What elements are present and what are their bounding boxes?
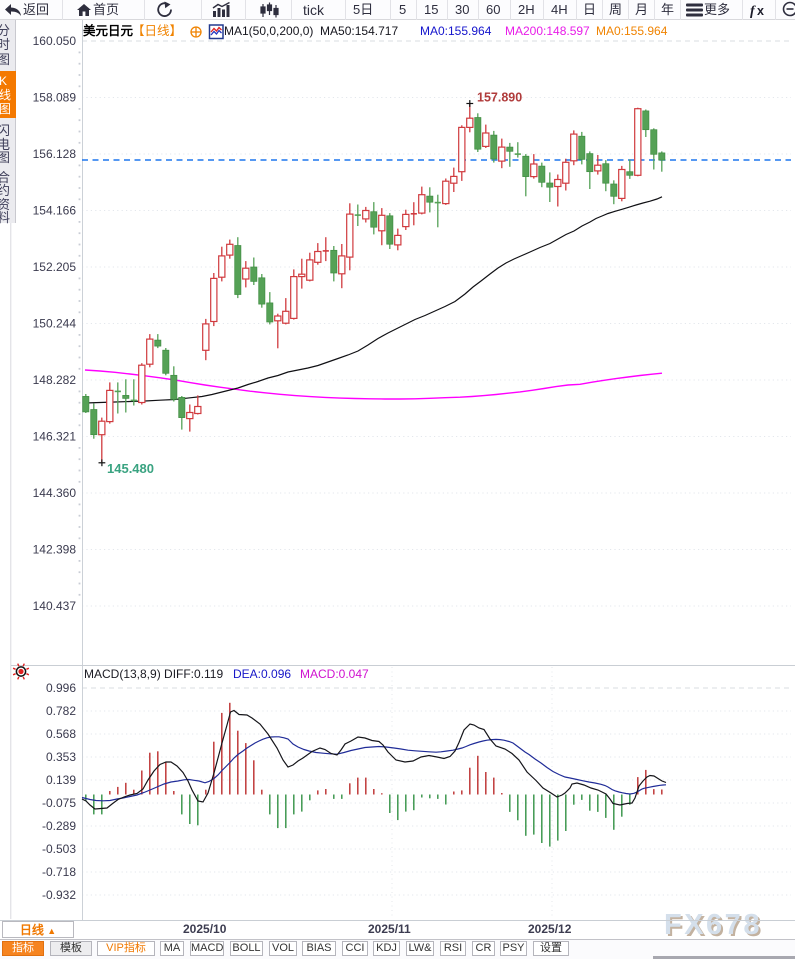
svg-text:158.089: 158.089 xyxy=(33,91,77,105)
svg-text:148.282: 148.282 xyxy=(33,373,77,387)
svg-text:0.996: 0.996 xyxy=(46,681,76,695)
svg-text:0.353: 0.353 xyxy=(46,750,76,764)
svg-text:0.568: 0.568 xyxy=(46,727,76,741)
svg-text:146.321: 146.321 xyxy=(33,430,77,444)
svg-text:145.480: 145.480 xyxy=(107,461,154,476)
svg-text:140.437: 140.437 xyxy=(33,599,77,613)
svg-text:f: f xyxy=(750,4,756,19)
svg-text:156.128: 156.128 xyxy=(33,147,77,161)
svg-text:142.398: 142.398 xyxy=(33,543,77,557)
svg-text:DEA:0.096: DEA:0.096 xyxy=(233,667,291,681)
svg-text:MACD:0.047: MACD:0.047 xyxy=(300,667,369,681)
svg-text:160.050: 160.050 xyxy=(33,34,77,48)
svg-text:-0.718: -0.718 xyxy=(42,865,76,879)
svg-text:0.782: 0.782 xyxy=(46,704,76,718)
svg-text:154.166: 154.166 xyxy=(33,204,77,218)
svg-text:MACD(13,8,9) DIFF:0.119: MACD(13,8,9) DIFF:0.119 xyxy=(84,667,223,681)
svg-text:-0.503: -0.503 xyxy=(42,842,76,856)
svg-text:-0.289: -0.289 xyxy=(42,819,76,833)
svg-text:-0.075: -0.075 xyxy=(42,796,76,810)
svg-text:0.139: 0.139 xyxy=(46,773,76,787)
svg-text:157.890: 157.890 xyxy=(477,91,522,105)
svg-text:144.360: 144.360 xyxy=(33,486,77,500)
svg-text:150.244: 150.244 xyxy=(33,317,77,331)
svg-text:x: x xyxy=(757,4,764,18)
svg-text:152.205: 152.205 xyxy=(33,260,77,274)
svg-text:-0.932: -0.932 xyxy=(42,888,76,902)
